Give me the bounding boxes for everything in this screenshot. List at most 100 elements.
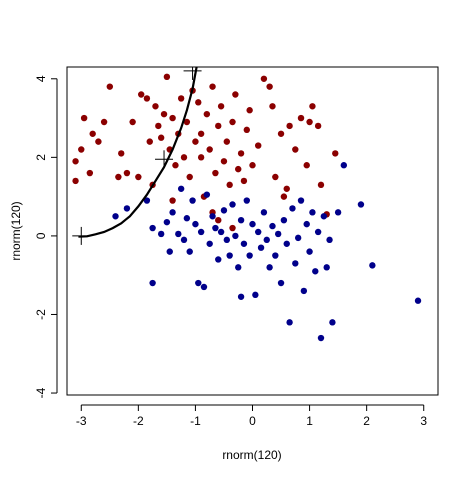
data-point <box>266 264 273 271</box>
data-point <box>135 173 142 181</box>
data-point <box>280 216 288 224</box>
data-point <box>312 268 319 275</box>
data-point <box>237 293 245 300</box>
data-point <box>209 213 216 220</box>
data-point <box>186 248 193 255</box>
data-point <box>115 173 122 181</box>
data-point <box>297 114 305 122</box>
data-point <box>243 197 250 204</box>
data-point <box>266 83 273 90</box>
data-point <box>232 232 239 240</box>
data-point <box>243 126 250 134</box>
data-point <box>220 158 228 165</box>
curve-line <box>78 67 198 238</box>
y-axis: -4 -2 0 2 4 <box>34 75 58 398</box>
data-point <box>320 213 328 220</box>
data-point <box>143 95 151 102</box>
data-point <box>323 264 330 271</box>
data-point <box>249 220 256 228</box>
data-point <box>255 142 262 149</box>
data-point <box>195 279 202 287</box>
data-point <box>289 205 296 212</box>
data-point <box>232 91 239 98</box>
x-tick-label: -3 <box>76 414 87 428</box>
data-point <box>129 118 136 126</box>
data-point <box>95 138 102 145</box>
data-point <box>197 154 205 161</box>
data-point <box>255 228 262 236</box>
data-point <box>229 201 236 208</box>
data-point <box>217 103 225 110</box>
data-point <box>212 169 219 177</box>
x-axis-title: rnorm(120) <box>222 448 281 462</box>
data-point <box>369 262 376 269</box>
y-tick-label: 2 <box>34 154 48 161</box>
y-axis-title: rnorm(120) <box>9 201 23 260</box>
plot-layer <box>72 67 422 342</box>
data-point <box>112 213 119 220</box>
data-point <box>200 283 208 291</box>
data-point <box>217 228 225 236</box>
data-point <box>123 205 131 212</box>
data-point <box>203 191 211 198</box>
data-point <box>317 181 325 189</box>
data-point <box>138 91 145 98</box>
data-point <box>263 236 270 244</box>
data-point <box>303 162 310 169</box>
x-tick-label: 1 <box>306 414 313 428</box>
data-point <box>226 181 233 189</box>
data-point <box>280 193 288 200</box>
data-point <box>169 209 176 216</box>
data-point <box>197 130 205 137</box>
data-point <box>269 103 276 110</box>
data-point <box>180 236 188 244</box>
data-point <box>269 222 276 230</box>
y-tick-label: -2 <box>34 309 48 320</box>
x-tick-label: 2 <box>363 414 370 428</box>
data-point <box>306 248 313 255</box>
data-point <box>180 154 188 161</box>
y-tick-label: 4 <box>34 75 48 82</box>
data-point <box>274 230 282 238</box>
data-point <box>292 146 299 153</box>
x-tick-label: -2 <box>133 414 144 428</box>
data-point <box>123 169 131 177</box>
data-point <box>237 216 245 224</box>
data-point <box>235 264 242 271</box>
x-tick-label: 0 <box>249 414 256 428</box>
data-point <box>175 230 182 238</box>
data-point <box>203 110 211 118</box>
data-point <box>152 103 159 110</box>
data-point <box>100 118 108 126</box>
data-point <box>197 228 205 236</box>
data-point <box>206 240 213 247</box>
data-point <box>195 99 202 106</box>
data-point <box>314 122 322 130</box>
data-point <box>294 234 302 242</box>
data-point <box>149 279 156 287</box>
series-1 <box>112 162 422 342</box>
data-point <box>149 224 156 232</box>
data-point <box>257 244 265 251</box>
data-point <box>157 230 165 238</box>
data-point <box>306 118 313 126</box>
data-point <box>357 201 365 208</box>
data-point <box>209 83 216 90</box>
data-point <box>223 236 231 244</box>
data-point <box>143 197 151 204</box>
data-point <box>309 209 316 216</box>
x-axis: -3 -2 -1 0 1 2 3 <box>76 404 427 428</box>
data-point <box>334 209 342 216</box>
data-point <box>246 252 253 259</box>
data-point <box>86 169 94 177</box>
data-point <box>172 162 179 169</box>
data-point <box>260 209 268 216</box>
data-point <box>183 118 191 126</box>
data-point <box>186 173 193 181</box>
data-point <box>272 252 279 259</box>
data-point <box>260 75 268 82</box>
data-point <box>78 146 85 153</box>
data-point <box>155 122 162 130</box>
data-point <box>183 215 191 222</box>
